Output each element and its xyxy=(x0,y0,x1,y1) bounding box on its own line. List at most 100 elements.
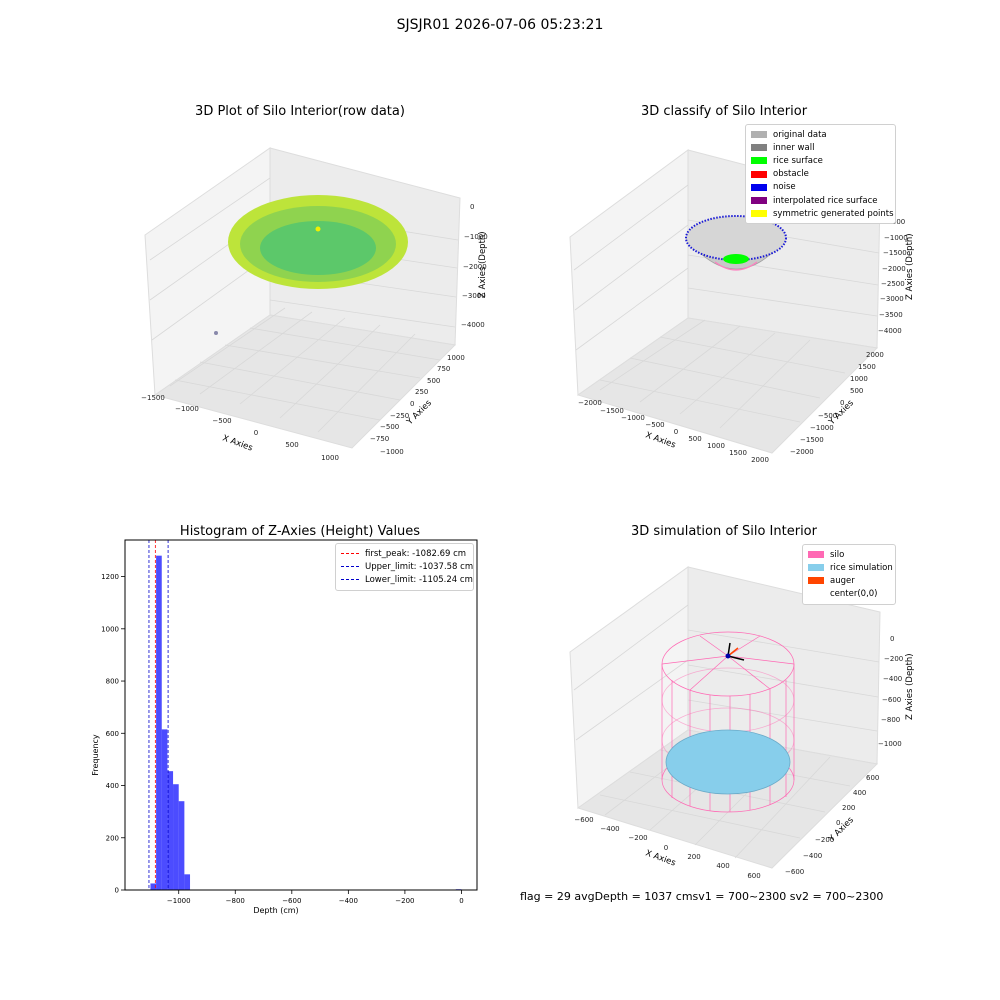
raw-ytick: 250 xyxy=(415,388,428,396)
classify-xtick: 2000 xyxy=(751,456,769,464)
classify-xtick: 0 xyxy=(674,428,678,436)
status-footer: flag = 29 avgDepth = 1037 cmsv1 = 700~23… xyxy=(520,890,884,903)
legend-swatch xyxy=(751,157,767,165)
legend-entry: obstacle xyxy=(751,168,890,181)
simulation-ytick: −400 xyxy=(803,852,822,860)
raw-ztick: −4000 xyxy=(461,321,485,329)
classify-xtick: −1500 xyxy=(600,407,624,415)
raw-xtick: −500 xyxy=(212,417,231,425)
legend-entry: silo xyxy=(808,548,890,561)
legend-swatch xyxy=(751,170,767,178)
histogram-panel-title: Histogram of Z-Axies (Height) Values xyxy=(179,524,421,539)
raw-xlabel: X Axies xyxy=(221,433,254,453)
legend-entry: Lower_limit: -1105.24 cm xyxy=(341,573,473,586)
classify-yticks: −2000 −1500 −1000 −500 0 500 1000 1500 2… xyxy=(790,351,884,456)
simulation-ztick: −200 xyxy=(884,655,903,663)
legend-label: rice surface xyxy=(773,155,823,166)
histogram-bar xyxy=(178,801,185,890)
histogram-xlabel: Depth (cm) xyxy=(253,906,298,915)
legend-entry: symmetric generated points xyxy=(751,207,894,220)
classify-inner-wall xyxy=(714,261,758,271)
simulation-xtick: 200 xyxy=(687,853,700,861)
legend-line xyxy=(341,566,359,568)
classify-xlabel: X Axies xyxy=(644,430,677,450)
classify-gridlines xyxy=(573,184,880,429)
histogram-plot-frame xyxy=(124,539,478,891)
legend-entry: Upper_limit: -1037.58 cm xyxy=(341,560,473,573)
classify-ztick: −2500 xyxy=(881,280,905,288)
legend-entry: center(0,0) xyxy=(808,588,890,601)
raw-ytick: −1000 xyxy=(380,448,404,456)
legend-swatch xyxy=(751,131,767,139)
histogram-xtick-label: 0 xyxy=(459,897,463,905)
legend-swatch xyxy=(808,551,824,559)
raw-xtick: 500 xyxy=(285,441,298,449)
raw-xtick: −1000 xyxy=(175,405,199,413)
simulation-legend: silo rice simulation auger center(0,0) xyxy=(802,544,896,605)
legend-entry: inner wall xyxy=(751,141,890,154)
classify-xtick: 1000 xyxy=(707,442,725,450)
simulation-ylabel: Y Axies xyxy=(826,815,856,845)
classify-ytick: −1500 xyxy=(800,436,824,444)
panel-raw-3d: −1500 −1000 −500 0 500 1000 −1000 −750 −… xyxy=(141,147,488,462)
raw-ytick: −750 xyxy=(370,435,389,443)
histogram-bar xyxy=(156,555,162,890)
legend-label: first_peak: -1082.69 cm xyxy=(365,548,467,559)
legend-label: inner wall xyxy=(773,142,815,153)
histogram-ytick-label: 800 xyxy=(106,678,119,686)
histogram-bar xyxy=(150,883,157,890)
histogram-ytick-label: 400 xyxy=(106,782,119,790)
raw-ytick: 500 xyxy=(427,377,440,385)
raw-ytick: 750 xyxy=(437,365,450,373)
simulation-panel-title: 3D simulation of Silo Interior xyxy=(631,524,817,539)
legend-entry: original data xyxy=(751,128,890,141)
classify-xtick: 1500 xyxy=(729,449,747,457)
raw-panel-title: 3D Plot of Silo Interior(row data) xyxy=(195,104,405,119)
classify-xticks: −2000 −1500 −1000 −500 0 500 1000 1500 2… xyxy=(578,399,769,464)
simulation-yticks: −600 −400 −200 0 200 400 600 xyxy=(785,774,879,876)
legend-entry: interpolated rice surface xyxy=(751,194,890,207)
raw-xtick: 1000 xyxy=(321,454,339,462)
classify-ytick: 1000 xyxy=(850,375,868,383)
histogram-bar xyxy=(184,874,191,890)
histogram-ytick-label: 0 xyxy=(115,887,119,895)
raw-xticks: −1500 −1000 −500 0 500 1000 xyxy=(141,394,339,462)
classify-xtick: −2000 xyxy=(578,399,602,407)
simulation-xlabel: X Axies xyxy=(644,848,677,868)
legend-label: silo xyxy=(830,549,845,560)
legend-label: original data xyxy=(773,129,827,140)
legend-label: Lower_limit: -1105.24 cm xyxy=(365,574,473,585)
legend-entry: first_peak: -1082.69 cm xyxy=(341,547,468,560)
raw-zticks: 0 −1000 −2000 −3000 −4000 xyxy=(461,203,488,329)
classify-xtick: 500 xyxy=(688,435,701,443)
raw-ztick: −2000 xyxy=(463,263,487,271)
classify-ytick: 0 xyxy=(840,399,844,407)
classify-rice-surface xyxy=(723,254,749,264)
legend-label: interpolated rice surface xyxy=(773,195,878,206)
legend-label: obstacle xyxy=(773,169,809,180)
histogram-ylabel: Frequency xyxy=(91,734,100,776)
classify-noise-ring xyxy=(685,215,787,261)
legend-swatch xyxy=(751,210,767,218)
raw-ytick: 0 xyxy=(410,400,414,408)
legend-entry: rice simulation xyxy=(808,561,893,574)
simulation-xtick: 0 xyxy=(664,844,668,852)
legend-label: center(0,0) xyxy=(830,589,878,600)
histogram-xtick-label: −200 xyxy=(395,897,414,905)
histogram-ytick-label: 200 xyxy=(106,834,119,842)
classify-legend: original data inner wall rice surface ob… xyxy=(745,124,896,225)
legend-line xyxy=(341,553,359,555)
classify-zlabel: Z Axies (Depth) xyxy=(905,233,915,300)
raw-ytick: −250 xyxy=(390,412,409,420)
classify-ytick: 1500 xyxy=(858,363,876,371)
classify-panel-title: 3D classify of Silo Interior xyxy=(640,104,808,119)
classify-ytick: 2000 xyxy=(866,351,884,359)
simulation-auger xyxy=(725,642,745,661)
raw-xtick: −1500 xyxy=(141,394,165,402)
classify-ztick: −3000 xyxy=(880,295,904,303)
simulation-xtick: 600 xyxy=(747,872,760,880)
raw-ztick: 0 xyxy=(470,203,474,211)
legend-entry: auger xyxy=(808,574,890,587)
histogram-bar xyxy=(161,729,168,890)
simulation-ztick: −1000 xyxy=(878,740,902,748)
